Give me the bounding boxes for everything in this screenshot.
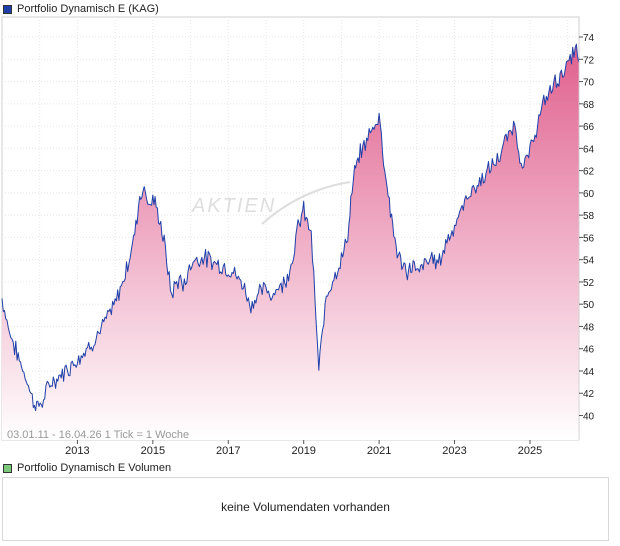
y-tick-label: 74: [583, 33, 595, 44]
volume-legend-label: Portfolio Dynamisch E Volumen: [17, 462, 172, 474]
y-tick-label: 42: [583, 389, 595, 400]
y-tick-label: 64: [583, 144, 595, 155]
x-tick-label: 2023: [442, 445, 466, 457]
y-tick-label: 58: [583, 211, 595, 222]
y-tick-label: 70: [583, 78, 595, 89]
x-tick-label: 2019: [291, 445, 315, 457]
y-tick-label: 54: [583, 256, 595, 267]
chart-info-text: 03.01.11 - 16.04.26 1 Tick = 1 Woche: [7, 429, 189, 441]
x-tick-label: 2013: [65, 445, 89, 457]
price-legend-label: Portfolio Dynamisch E (KAG): [17, 3, 159, 15]
y-tick-label: 56: [583, 233, 595, 244]
price-chart: 40 42 44 46 48 50 52 54 56 58 60 62 64 66 68 70 72 74 2013…: [1, 16, 595, 457]
y-tick-label: 72: [583, 55, 595, 66]
volume-legend: Portfolio Dynamisch E Volumen: [3, 462, 171, 474]
x-tick-label: 2021: [367, 445, 391, 457]
y-tick-label: 66: [583, 122, 595, 133]
y-tick-label: 62: [583, 167, 595, 178]
watermark-logo: AKTIEN: [191, 195, 276, 217]
y-tick-label: 48: [583, 322, 595, 333]
volume-panel: keine Volumendaten vorhanden: [2, 477, 609, 541]
watermark-swoosh: [261, 181, 351, 225]
price-area: [2, 44, 579, 440]
no-volume-message: keine Volumendaten vorhanden: [221, 500, 390, 514]
y-tick-label: 60: [583, 189, 595, 200]
x-tick-label: 2017: [216, 445, 240, 457]
y-tick-label: 44: [583, 367, 595, 378]
y-tick-label: 52: [583, 278, 595, 289]
y-tick-label: 40: [583, 412, 595, 423]
y-tick-label: 46: [583, 345, 595, 356]
y-tick-label: 68: [583, 100, 595, 111]
y-tick-label: 50: [583, 300, 595, 311]
price-legend: Portfolio Dynamisch E (KAG): [3, 3, 159, 15]
price-legend-swatch: [3, 4, 12, 14]
price-line: [1, 43, 580, 412]
x-tick-label: 2015: [141, 445, 165, 457]
volume-legend-swatch: [3, 463, 12, 473]
x-tick-label: 2025: [518, 445, 542, 457]
